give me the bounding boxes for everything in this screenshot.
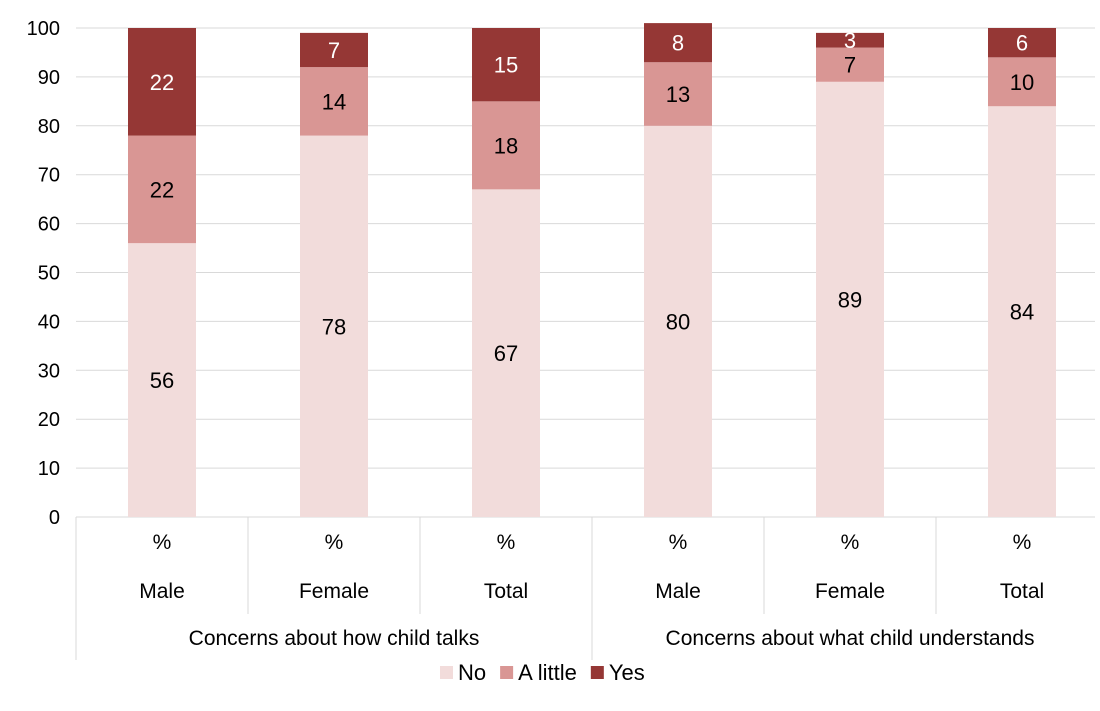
bar-segment <box>644 23 712 63</box>
bar-segment <box>128 135 196 244</box>
x-group-label: Concerns about how child talks <box>189 627 480 650</box>
data-label: 8 <box>672 31 684 56</box>
bar-segment <box>816 47 884 82</box>
x-category-label: Total <box>484 580 528 603</box>
data-label: 22 <box>150 177 174 202</box>
x-unit-label: % <box>841 531 860 554</box>
y-tick-label: 20 <box>38 409 60 431</box>
legend-swatch <box>500 666 514 679</box>
x-unit-label: % <box>325 531 344 554</box>
data-label: 10 <box>1010 70 1034 95</box>
bar-segment <box>644 125 712 518</box>
bar-segment <box>300 135 368 517</box>
bar-segment <box>128 243 196 517</box>
x-category-label: Total <box>1000 580 1044 603</box>
bar-segment <box>300 67 368 136</box>
y-tick-label: 30 <box>38 360 60 382</box>
data-label: 78 <box>322 314 346 339</box>
bar-segment <box>472 189 540 517</box>
x-category-label: Male <box>655 580 701 603</box>
bar-segment <box>472 101 540 190</box>
legend-label: No <box>458 660 486 685</box>
bar-segment <box>128 28 196 136</box>
x-category-label: Female <box>299 580 369 603</box>
y-tick-label: 70 <box>38 165 60 187</box>
x-category-label: Female <box>815 580 885 603</box>
data-label: 22 <box>150 70 174 95</box>
y-tick-label: 80 <box>38 116 60 138</box>
y-tick-label: 50 <box>38 263 60 285</box>
data-label: 7 <box>328 38 340 63</box>
data-label: 56 <box>150 368 174 393</box>
bar-segment <box>816 81 884 517</box>
x-unit-label: % <box>669 531 688 554</box>
bar-segment <box>988 57 1056 107</box>
legend-label: A little <box>518 660 577 685</box>
data-label: 18 <box>494 133 518 158</box>
data-label: 84 <box>1010 300 1034 325</box>
data-label: 3 <box>844 28 856 53</box>
y-tick-label: 60 <box>38 214 60 236</box>
y-tick-label: 40 <box>38 311 60 333</box>
x-category-label: Male <box>139 580 185 603</box>
data-label: 67 <box>494 341 518 366</box>
data-label: 14 <box>322 89 346 114</box>
bar-segment <box>988 28 1056 58</box>
bar-segment <box>644 62 712 126</box>
bar-segment <box>472 28 540 102</box>
y-tick-label: 10 <box>38 458 60 480</box>
data-label: 15 <box>494 53 518 78</box>
data-label: 13 <box>666 82 690 107</box>
x-group-label: Concerns about what child understands <box>666 627 1035 650</box>
y-tick-label: 100 <box>27 18 60 40</box>
data-label: 80 <box>666 309 690 334</box>
data-label: 7 <box>844 53 856 78</box>
bar-segment <box>300 32 368 68</box>
data-label: 89 <box>838 287 862 312</box>
y-tick-label: 0 <box>49 507 60 529</box>
x-unit-label: % <box>1013 531 1032 554</box>
bar-segment <box>988 106 1056 518</box>
data-label: 6 <box>1016 31 1028 56</box>
legend-label: Yes <box>609 660 645 685</box>
x-unit-label: % <box>497 531 516 554</box>
bar-segment <box>816 32 884 48</box>
y-tick-label: 90 <box>38 67 60 89</box>
x-unit-label: % <box>153 531 172 554</box>
legend-swatch <box>590 666 604 679</box>
legend-swatch <box>440 666 453 679</box>
